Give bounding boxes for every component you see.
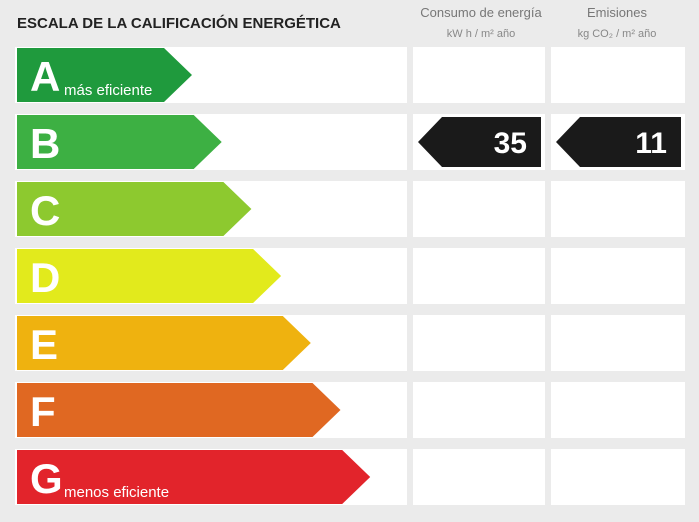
class-note: más eficiente (64, 82, 152, 99)
value-cell (551, 47, 685, 103)
class-letter: F (30, 388, 56, 435)
class-letter: E (30, 321, 58, 368)
value-cell (413, 382, 545, 438)
column-title: Consumo de energía (420, 5, 542, 20)
value-cell (413, 315, 545, 371)
rating-value: 11 (635, 127, 667, 160)
class-arrow (17, 115, 222, 169)
class-letter: B (30, 120, 60, 167)
value-cell (551, 181, 685, 237)
value-cell (551, 248, 685, 304)
column-title: Emisiones (587, 5, 647, 20)
value-cell (551, 315, 685, 371)
class-arrow (17, 316, 311, 370)
class-arrow (17, 182, 252, 236)
class-arrow (17, 450, 371, 504)
rating-value: 35 (494, 127, 527, 160)
value-cell (413, 47, 545, 103)
class-arrow (17, 249, 282, 303)
class-letter: D (30, 254, 60, 301)
class-arrow (17, 383, 341, 437)
class-letter: A (30, 53, 60, 100)
class-letter: G (30, 455, 63, 502)
column-unit: kW h / m² año (447, 28, 515, 40)
value-cell (413, 181, 545, 237)
class-note: menos eficiente (64, 484, 169, 501)
value-cell (551, 449, 685, 505)
value-cell (551, 382, 685, 438)
value-cell (413, 248, 545, 304)
class-letter: C (30, 187, 60, 234)
rating-badge (556, 117, 681, 167)
label-title: ESCALA DE LA CALIFICACIÓN ENERGÉTICA (17, 14, 341, 32)
class-arrow (17, 48, 192, 102)
rating-badge (418, 117, 541, 167)
value-cell (413, 449, 545, 505)
column-unit: kg CO₂ / m² año (578, 28, 657, 40)
